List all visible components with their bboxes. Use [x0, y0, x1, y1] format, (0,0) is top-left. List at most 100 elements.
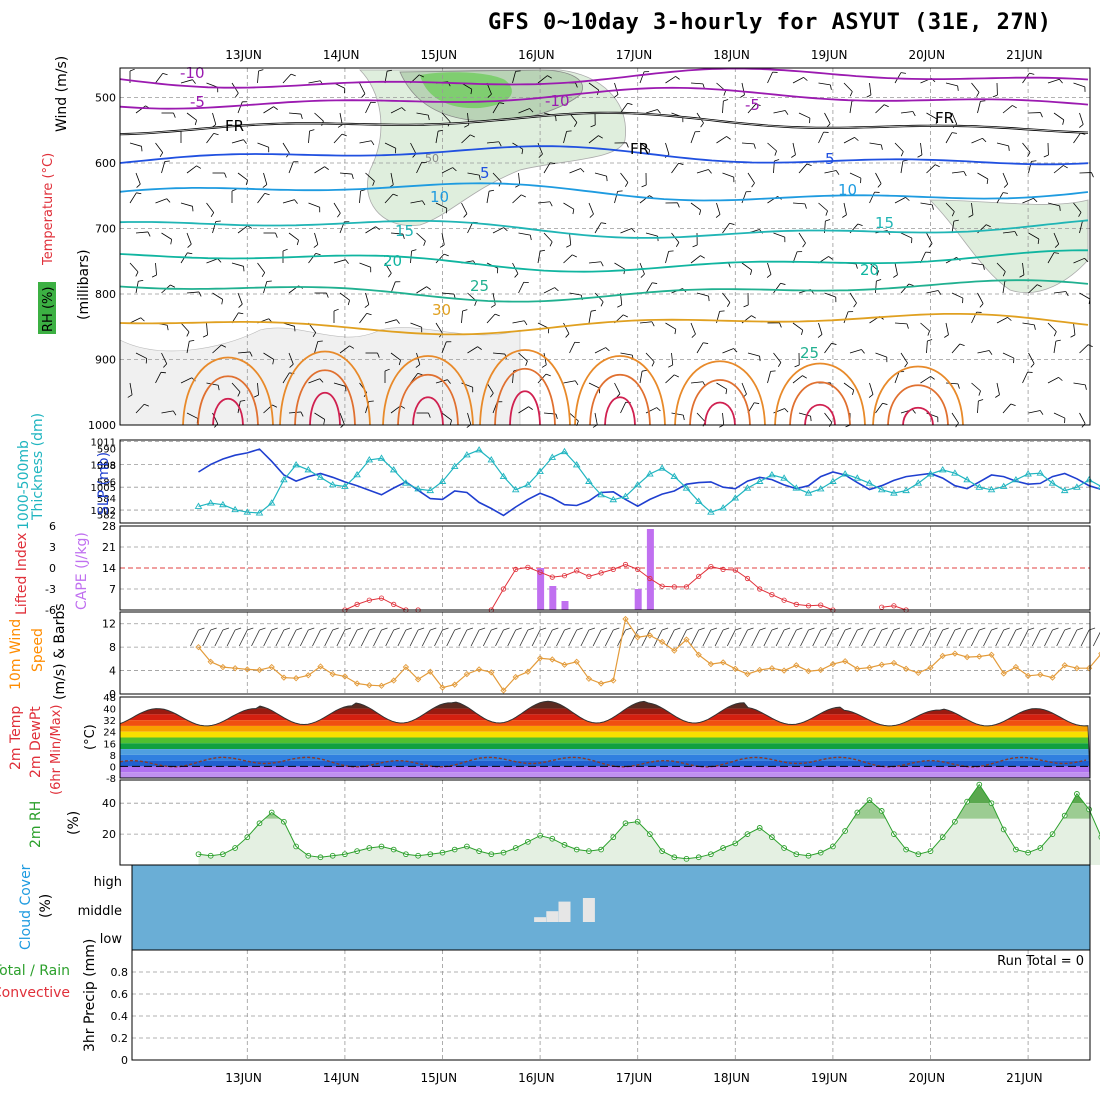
wind-speed-marker: [573, 658, 580, 665]
wind-barb: [588, 382, 600, 389]
wind-barb: [257, 193, 266, 204]
wind-barb-flag: [651, 321, 655, 327]
wind-barb: [639, 321, 652, 324]
thickness-marker: [658, 464, 666, 471]
wind-speed-marker: [610, 677, 617, 684]
wind-barb: [308, 202, 320, 208]
wind10-barb: [800, 629, 809, 647]
pressure-tick-label: 600: [95, 157, 116, 170]
slp-line: [198, 448, 1100, 517]
li-marker: [537, 569, 543, 575]
date-label-bottom: 17JUN: [616, 1071, 653, 1085]
cape-tick-label: 14: [102, 562, 116, 575]
wind10-barb-flag: [930, 627, 937, 631]
thickness-marker: [719, 504, 727, 511]
thickness-marker: [438, 477, 447, 484]
warm-contour: [574, 355, 666, 426]
wind-barb-flag: [766, 274, 772, 278]
cape-bar: [549, 586, 557, 610]
wind-speed-marker: [695, 651, 702, 658]
wind-barb: [435, 322, 443, 334]
wind-barb-flag: [494, 313, 500, 317]
wind-barb: [900, 111, 913, 114]
wind-barb-flag: [370, 140, 375, 146]
wind10-barb-flag: [247, 627, 254, 631]
slp-axis-title: SLP (mb): [96, 452, 112, 515]
wind-barb: [569, 292, 582, 296]
thickness-marker: [890, 489, 898, 496]
wind-barb-flag: [854, 137, 859, 141]
wind-barb: [843, 382, 854, 391]
wind-barb: [971, 262, 984, 266]
wind-barb: [671, 412, 684, 416]
temperature-contour: [119, 219, 1089, 239]
wind-barb: [543, 162, 551, 174]
wind-barb-flag: [976, 92, 980, 97]
wind-barb-flag: [172, 410, 177, 416]
cape-tick-label: 21: [102, 541, 116, 554]
wind-barb-flag: [503, 227, 508, 232]
wind-barb-flag: [882, 402, 888, 405]
thickness-tick-label: 582: [97, 511, 116, 522]
wind-barb-flag: [880, 144, 883, 150]
wind-barb-flag: [675, 242, 680, 247]
wind-barb: [282, 372, 290, 384]
wind-barb: [665, 322, 676, 330]
wind-barb-flag: [1062, 119, 1065, 125]
wind-barb-flag: [674, 329, 677, 335]
wind-speed-line: [198, 617, 1100, 692]
precip-tick-label: 0.6: [111, 988, 129, 1001]
temperature-contour: [119, 279, 1089, 303]
wind10-barb: [641, 629, 651, 647]
wind-barb-flag: [170, 284, 176, 288]
thickness-marker: [938, 466, 947, 473]
wind-barb-flag: [1012, 105, 1017, 109]
wind-barb-flag: [1019, 274, 1025, 278]
li-tick-label: 3: [49, 541, 56, 554]
rh-area: [198, 784, 1100, 865]
wind-speed-marker: [427, 668, 434, 675]
wind-barb: [339, 292, 350, 301]
contour-label: -5: [745, 96, 760, 114]
wind-barb: [486, 191, 490, 204]
wind-barb-flag: [347, 300, 350, 306]
wind-barb: [441, 412, 452, 421]
wind-barb: [333, 202, 341, 214]
wind10-barb-flag: [979, 627, 986, 631]
temp-tick-label: 32: [103, 716, 116, 727]
wind-barb: [767, 71, 773, 84]
contour-label: 20: [383, 252, 402, 270]
thickness-marker: [633, 480, 642, 488]
wind-barb: [773, 110, 786, 114]
wind-barb: [180, 377, 192, 384]
wind-barb-flag: [1054, 243, 1059, 248]
wind10-barb-flag: [527, 627, 535, 631]
wind-barb-flag: [927, 339, 933, 342]
wind10-barb: [568, 629, 578, 647]
wind-barb-flag: [528, 406, 533, 410]
wind-barb-flag: [951, 211, 955, 217]
li-marker: [574, 568, 580, 574]
wind-barb-flag: [515, 70, 521, 72]
wind-barb: [849, 101, 853, 114]
wind-barb-flag: [631, 228, 636, 233]
wind-barb: [1028, 161, 1032, 174]
rh-patch: [420, 72, 512, 109]
dewpoint-line: [119, 756, 1087, 768]
wind-barb-flag: [523, 320, 528, 326]
thickness-marker: [499, 472, 508, 479]
wind-barb-flag: [963, 171, 967, 177]
thickness-marker: [755, 477, 764, 484]
wind-barb: [1002, 352, 1015, 359]
wind-barb-flag: [398, 360, 401, 366]
wind-barb: [996, 262, 1006, 272]
wind-barb-flag: [855, 263, 858, 269]
wind-barb-flag: [196, 165, 202, 169]
wind-barb-flag: [606, 176, 608, 182]
hot-contour: [804, 403, 836, 426]
wind-barb: [614, 262, 625, 270]
wind-speed-marker: [585, 675, 593, 682]
wind-barb-flag: [979, 303, 984, 308]
wind-barb: [416, 352, 421, 365]
wind-barb-flag: [217, 258, 222, 263]
